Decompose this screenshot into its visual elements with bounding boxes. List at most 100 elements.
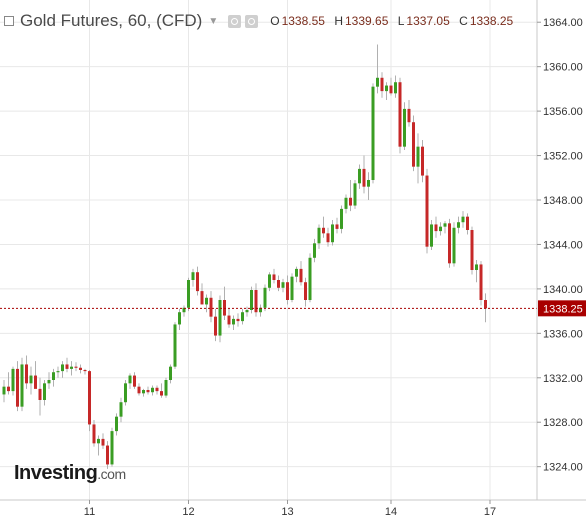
logo-suffix: .com: [97, 466, 126, 482]
candle-down: [101, 433, 105, 449]
candle-body: [142, 390, 145, 394]
candle-up: [416, 133, 420, 184]
candle-down: [137, 383, 141, 396]
candle-down: [349, 180, 352, 212]
candle-body: [340, 208, 343, 229]
candle-down: [407, 100, 411, 127]
candle-down: [322, 216, 325, 238]
candle-down: [380, 72, 384, 98]
candle-body: [164, 380, 168, 396]
candle-body: [155, 387, 159, 392]
candle-down: [16, 361, 19, 412]
candle-body: [443, 223, 447, 227]
candle-body: [97, 438, 100, 444]
candle-up: [187, 277, 190, 312]
candle-down: [448, 218, 451, 268]
candle-up: [263, 284, 267, 312]
candle-body: [151, 387, 154, 393]
candle-body: [452, 227, 456, 264]
candle-body: [344, 197, 348, 209]
plot-area[interactable]: [0, 0, 537, 500]
candle-body: [326, 233, 330, 243]
settings-icon[interactable]: [245, 14, 259, 28]
ohlc-open-key: O: [270, 14, 280, 28]
candle-down: [254, 283, 258, 317]
candle-body: [466, 216, 469, 230]
chart-title: Gold Futures, 60, (CFD): [20, 11, 203, 30]
candle-down: [484, 293, 487, 323]
candle-up: [317, 224, 321, 249]
candle-up: [47, 372, 51, 389]
candle-down: [223, 286, 226, 320]
candle-down: [362, 155, 366, 194]
ohlc-low-key: L: [397, 14, 405, 28]
candle-body: [83, 370, 87, 372]
candle-body: [101, 438, 105, 446]
visibility-icon[interactable]: [228, 14, 242, 28]
candle-body: [92, 424, 96, 444]
candle-body: [169, 366, 172, 380]
candle-down: [74, 362, 78, 372]
candle-down: [389, 77, 393, 96]
candle-up: [218, 295, 222, 343]
candle-body: [160, 391, 163, 396]
candle-down: [25, 355, 28, 389]
candle-up: [52, 368, 55, 387]
candle-body: [187, 280, 190, 308]
candle-body: [304, 282, 307, 300]
candle-up: [353, 180, 357, 209]
candle-body: [268, 274, 271, 288]
candle-body: [358, 168, 361, 184]
chevron-down-icon[interactable]: ▼: [208, 15, 219, 27]
ohlc-high-value: 1339.65: [344, 14, 389, 28]
candle-up: [394, 75, 397, 98]
candle-body: [407, 108, 411, 123]
candle-down: [146, 386, 150, 395]
x-tick-label: 13: [281, 506, 293, 518]
ohlc-close-key: C: [459, 14, 468, 28]
candle-body: [133, 375, 136, 387]
candle-up: [173, 322, 177, 369]
candle-up: [29, 366, 33, 395]
candle-body: [434, 224, 438, 232]
candle-up: [313, 238, 316, 263]
candle-body: [353, 183, 357, 206]
y-tick-label: 1364.00: [543, 17, 583, 29]
candle-body: [115, 416, 118, 432]
candle-body: [295, 268, 298, 277]
last-price-tag: 1338.25: [538, 300, 586, 317]
candle-down: [326, 227, 330, 247]
ohlc-low-value: 1337.05: [406, 14, 450, 28]
candle-down: [214, 308, 217, 342]
y-tick-label: 1336.00: [543, 328, 583, 340]
candle-down: [160, 383, 163, 398]
candle-down: [83, 368, 87, 375]
candle-body: [65, 364, 69, 369]
candle-body: [124, 383, 127, 403]
last-price-tag-bg: [538, 300, 586, 317]
candle-body: [259, 307, 262, 313]
candle-body: [286, 282, 289, 300]
candle-body: [227, 315, 231, 325]
candle-body: [173, 324, 177, 367]
candle-body: [106, 445, 109, 465]
candle-body: [470, 230, 474, 270]
x-tick-label: 17: [484, 506, 496, 518]
ohlc-open-value: 1338.55: [281, 14, 325, 28]
candle-down: [34, 361, 37, 389]
candle-up: [331, 220, 334, 246]
candle-up: [142, 388, 145, 397]
candle-up: [376, 44, 379, 94]
candle-body: [200, 291, 204, 305]
candle-body: [191, 272, 195, 280]
candle-up: [2, 380, 6, 403]
candle-up: [461, 211, 465, 228]
candle-down: [200, 283, 204, 305]
candle-body: [371, 86, 375, 180]
candle-up: [281, 278, 285, 293]
collapse-toggle-icon[interactable]: [4, 16, 14, 26]
candle-up: [164, 377, 168, 398]
candle-body: [178, 312, 181, 325]
y-tick-label: 1324.00: [543, 462, 583, 474]
